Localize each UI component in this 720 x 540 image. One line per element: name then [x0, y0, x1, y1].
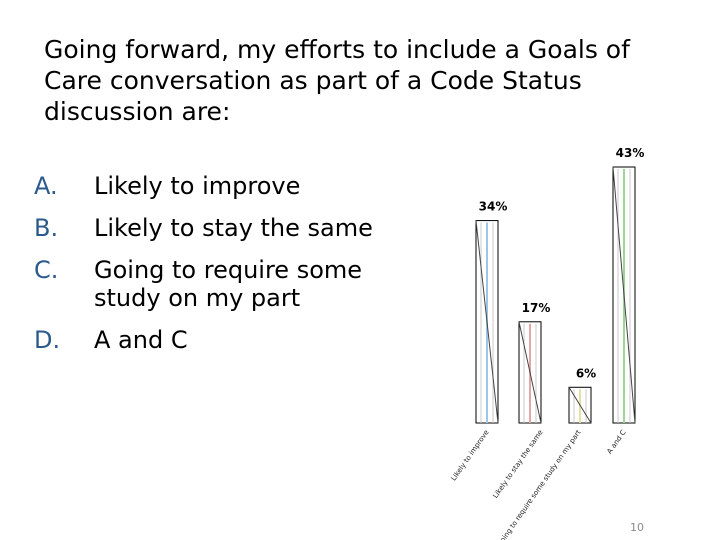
page-number: 10: [630, 521, 644, 534]
bar-2: [518, 321, 542, 424]
option-letter: A.: [34, 172, 58, 200]
value-label: 34%: [479, 200, 508, 214]
option-text: A and C: [94, 326, 188, 354]
option-letter: B.: [34, 214, 59, 242]
value-label: 43%: [616, 146, 645, 160]
option-a: A. Likely to improve: [34, 172, 414, 200]
value-label: 6%: [576, 366, 596, 380]
answer-options: A. Likely to improve B. Likely to stay the…: [34, 172, 414, 368]
value-label: 17%: [522, 301, 551, 315]
bar-diagonal: [612, 166, 636, 424]
page-title: Going forward, my efforts to include a G…: [44, 35, 630, 126]
bar-diagonal: [518, 321, 542, 424]
bar-1: [475, 220, 499, 424]
bar-4: [612, 166, 636, 424]
option-text: Going to require some study on my part: [94, 256, 363, 312]
category-tick-label: A and C: [605, 428, 627, 455]
option-letter: D.: [34, 326, 61, 354]
option-d: D. A and C: [34, 326, 414, 354]
option-text: Likely to improve: [94, 172, 301, 200]
bar-3: [568, 386, 592, 424]
option-c: C. Going to require some study on my part: [34, 256, 414, 312]
bar-diagonal: [568, 387, 592, 424]
option-text: Likely to stay the same: [94, 214, 373, 242]
option-b: B. Likely to stay the same: [34, 214, 414, 242]
bar-diagonal: [475, 220, 499, 424]
option-letter: C.: [34, 256, 59, 284]
category-tick-label: Likely to improve: [450, 429, 491, 483]
